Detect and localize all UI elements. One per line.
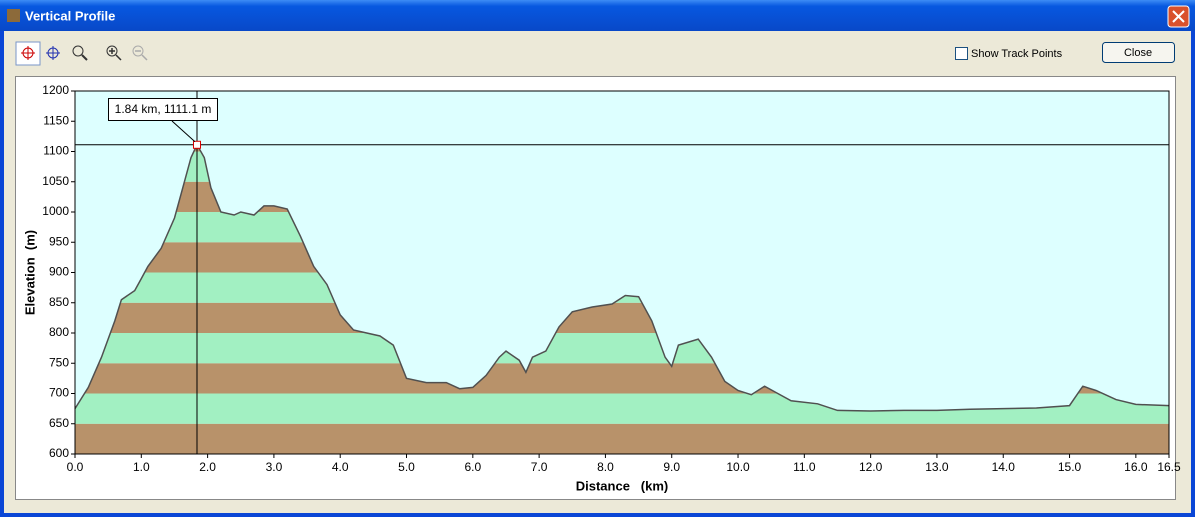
y-tick-label: 800 [49,325,69,339]
y-axis-label: Elevation (m) [22,230,37,315]
x-axis-label: Distance (km) [576,478,668,493]
y-tick-label: 850 [49,295,69,309]
close-x [1172,10,1185,23]
close-button[interactable] [1102,42,1175,63]
icon [46,46,60,60]
y-tick-label: 1150 [43,113,69,127]
y-tick-label: 650 [49,416,69,430]
title-bar [0,0,1195,31]
callout-label: 1.84 km, 1111.1 m [115,102,212,116]
checkbox[interactable] [955,47,968,60]
x-tick-label: 12.0 [859,460,883,474]
callout-box [108,98,218,121]
x-tick-label: 10.0 [726,460,750,474]
x-tick-label: 9.0 [663,460,680,474]
x-tick-label: 4.0 [332,460,349,474]
x-tick-label: 14.0 [992,460,1016,474]
elevation-band [75,423,1169,454]
y-tick-label: 900 [49,265,69,279]
window-title: Vertical Profile [25,8,115,23]
y-tick-label: 1100 [43,144,69,158]
tool-zoom-in[interactable] [106,45,118,57]
close-button-label: Close [1124,47,1152,59]
icon [81,54,88,61]
x-tick-label: 6.0 [464,460,481,474]
x-tick-label: 5.0 [398,460,415,474]
x-tick-label: 3.0 [266,460,283,474]
y-tick-label: 600 [49,446,69,460]
x-tick-label: 16.0 [1124,460,1148,474]
x-tick-label: 15.0 [1058,460,1082,474]
y-tick-label: 700 [49,386,69,400]
x-tick-label: 2.0 [199,460,216,474]
checkbox-label: Show Track Points [971,48,1063,60]
icon [21,46,35,60]
y-tick-label: 1050 [42,174,69,188]
x-tick-label: 7.0 [531,460,548,474]
y-tick-label: 750 [49,355,69,369]
y-tick-label: 950 [49,234,69,248]
x-tick-label: 1.0 [133,460,150,474]
icon [109,48,122,61]
cursor-point [192,140,201,149]
x-tick-label: 13.0 [925,460,949,474]
x-tick-label: 0.0 [67,460,84,474]
y-tick-label: 1000 [42,204,69,218]
app-icon [7,9,20,22]
callout-leader [171,120,196,143]
icon [135,50,148,61]
y-tick-label: 1200 [42,83,69,97]
tool-zoom-box[interactable] [72,45,84,57]
x-tick-label: 11.0 [793,460,816,474]
x-tick-label: 8.0 [597,460,614,474]
tool-zoom-out[interactable] [132,45,144,57]
x-tick-label: 16.5 [1157,460,1181,474]
